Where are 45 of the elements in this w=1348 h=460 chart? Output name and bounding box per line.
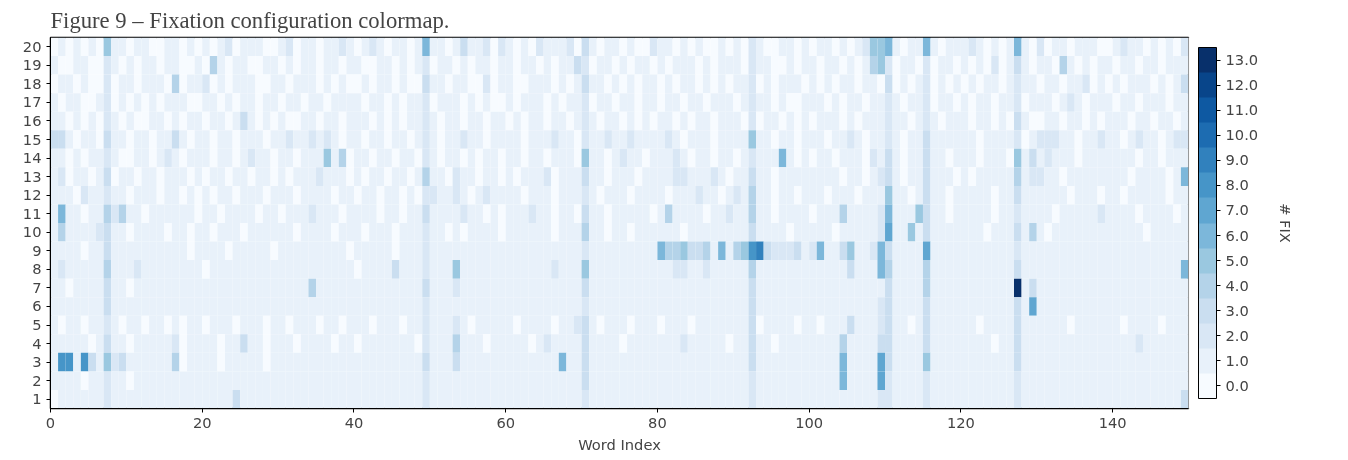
x-tick-label: 40 <box>344 413 364 431</box>
x-tick-label: 80 <box>648 413 667 431</box>
y-tick-label: 6 <box>32 297 42 315</box>
color-bar-label: 3.0 <box>1225 301 1249 319</box>
y-tick-label: 19 <box>22 56 42 74</box>
chart-title: Figure 9 – Fixation configuration colormap. <box>50 7 450 33</box>
color-bar-label: 7.0 <box>1225 201 1249 219</box>
y-tick-label: 15 <box>22 130 42 148</box>
y-tick-label: 9 <box>32 241 42 259</box>
y-tick-label: 13 <box>22 167 42 185</box>
y-tick-label: 20 <box>22 37 42 55</box>
color-bar-label: 2.0 <box>1225 326 1249 344</box>
y-tick-label: 2 <box>32 371 42 389</box>
y-tick-label: 8 <box>32 260 42 278</box>
y-tick-label: 14 <box>22 149 42 167</box>
color-bar-label: 8.0 <box>1225 176 1249 194</box>
color-bar-label: 1.0 <box>1225 351 1249 369</box>
y-tick-label: 18 <box>22 74 42 92</box>
color-bar-label: 10.0 <box>1225 126 1259 144</box>
x-tick-label: 20 <box>192 413 212 431</box>
x-tick-label: 100 <box>795 413 824 431</box>
y-tick-label: 16 <box>22 111 42 129</box>
color-bar-label: 6.0 <box>1225 226 1249 244</box>
color-bar-label: 11.0 <box>1225 101 1259 119</box>
x-tick-label: 0 <box>45 413 56 431</box>
color-bar-label: 12.0 <box>1225 76 1259 94</box>
y-tick-label: 10 <box>22 223 42 241</box>
x-tick-label: 120 <box>946 413 975 431</box>
y-tick-label: 17 <box>22 93 42 111</box>
y-tick-label: 11 <box>22 204 42 222</box>
color-bar-label: 13.0 <box>1225 51 1259 69</box>
color-bar-label: 9.0 <box>1225 151 1249 169</box>
y-tick-label: 5 <box>32 316 42 334</box>
y-tick-label: 3 <box>32 353 42 371</box>
x-tick-label: 140 <box>1098 413 1127 431</box>
y-tick-label: 1 <box>32 390 42 408</box>
color-bar-label: 4.0 <box>1225 276 1249 294</box>
x-axis-title: Word Index <box>578 435 662 453</box>
color-bar-label: 0.0 <box>1225 376 1249 394</box>
y-tick-label: 4 <box>32 334 42 352</box>
color-bar-label: 5.0 <box>1225 251 1249 269</box>
y-tick-label: 12 <box>22 186 42 204</box>
y-tick-label: 7 <box>32 278 42 296</box>
x-tick-label: 60 <box>496 413 516 431</box>
color-bar-title: # FIX <box>1276 203 1294 243</box>
